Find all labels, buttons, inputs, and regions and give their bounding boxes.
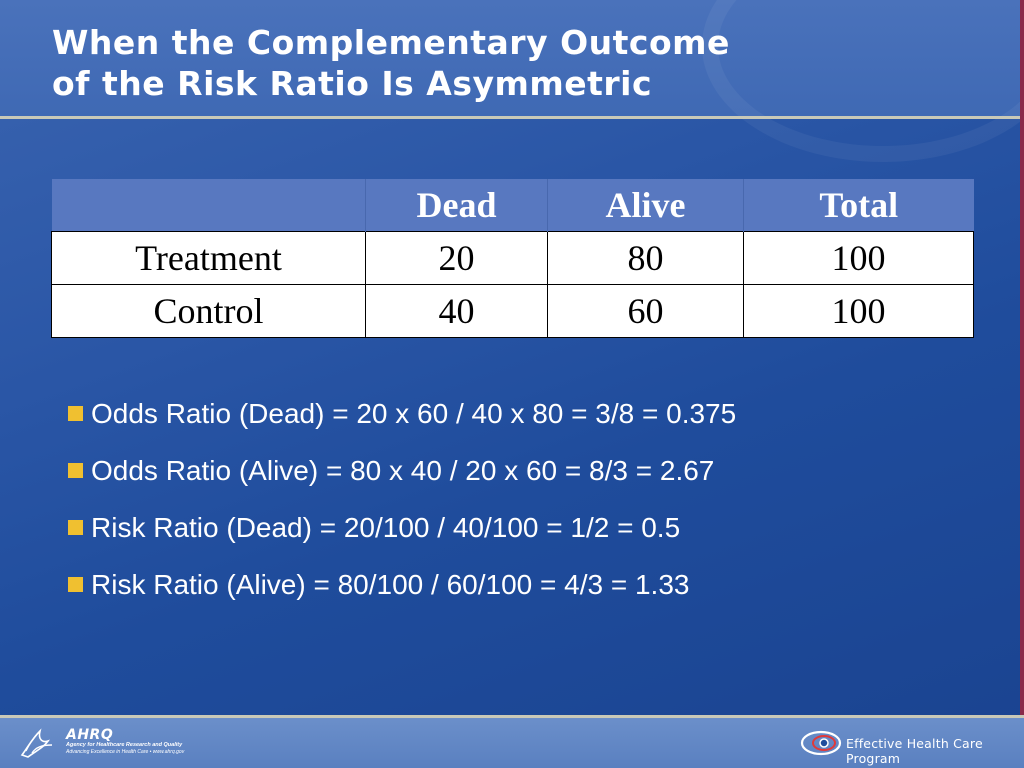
outcome-table: Dead Alive Total Treatment 20 80 100 Con… bbox=[51, 179, 974, 338]
hhs-eagle-icon bbox=[20, 728, 53, 758]
bullet-square-icon bbox=[68, 520, 83, 535]
cell-dead: 40 bbox=[365, 284, 548, 338]
ehc-program-name: Effective Health Care Program bbox=[846, 736, 983, 766]
cell-total: 100 bbox=[743, 231, 974, 285]
list-item: Risk Ratio (Dead) = 20/100 / 40/100 = 1/… bbox=[68, 499, 736, 556]
bullet-text: Odds Ratio (Dead) = 20 x 60 / 40 x 80 = … bbox=[91, 397, 737, 429]
table-header-row: Dead Alive Total bbox=[51, 179, 974, 232]
cell-alive: 60 bbox=[547, 284, 744, 338]
slide-title: When the Complementary Outcome of the Ri… bbox=[52, 22, 730, 104]
bullet-square-icon bbox=[68, 577, 83, 592]
header-cell-alive: Alive bbox=[547, 179, 744, 232]
ahrq-agency-name: Agency for Healthcare Research and Quali… bbox=[66, 742, 183, 748]
table-row: Treatment 20 80 100 bbox=[51, 231, 974, 285]
bullet-text: Risk Ratio (Dead) = 20/100 / 40/100 = 1/… bbox=[91, 511, 681, 543]
ahrq-tagline: Advancing Excellence in Health Care • ww… bbox=[66, 749, 185, 755]
bullet-text: Risk Ratio (Alive) = 80/100 / 60/100 = 4… bbox=[91, 568, 690, 600]
footer-divider bbox=[0, 715, 1024, 718]
list-item: Risk Ratio (Alive) = 80/100 / 60/100 = 4… bbox=[68, 556, 736, 613]
cell-total: 100 bbox=[743, 284, 974, 338]
table-row: Control 40 60 100 bbox=[51, 284, 974, 338]
header-cell-blank bbox=[51, 179, 366, 232]
header-cell-dead: Dead bbox=[365, 179, 548, 232]
cell-alive: 80 bbox=[547, 231, 744, 285]
list-item: Odds Ratio (Alive) = 80 x 40 / 20 x 60 =… bbox=[68, 442, 736, 499]
slide-title-line-1: When the Complementary Outcome bbox=[52, 23, 730, 62]
cell-dead: 20 bbox=[365, 231, 548, 285]
header-divider bbox=[0, 116, 1024, 119]
right-edge-accent bbox=[1020, 0, 1024, 768]
slide-title-line-2: of the Risk Ratio Is Asymmetric bbox=[52, 64, 653, 103]
ahrq-logo: AHRQ Agency for Healthcare Research and … bbox=[66, 728, 184, 756]
ehc-swirl-icon bbox=[800, 730, 842, 756]
ahrq-wordmark: AHRQ bbox=[66, 727, 114, 743]
row-label: Control bbox=[51, 284, 366, 338]
bullet-list: Odds Ratio (Dead) = 20 x 60 / 40 x 80 = … bbox=[68, 385, 736, 613]
bullet-square-icon bbox=[68, 406, 83, 421]
list-item: Odds Ratio (Dead) = 20 x 60 / 40 x 80 = … bbox=[68, 385, 736, 442]
header-cell-total: Total bbox=[743, 179, 974, 232]
bullet-text: Odds Ratio (Alive) = 80 x 40 / 20 x 60 =… bbox=[91, 454, 715, 486]
row-label: Treatment bbox=[51, 231, 366, 285]
header-decoration bbox=[702, 0, 1024, 162]
bullet-square-icon bbox=[68, 463, 83, 478]
footer-band bbox=[0, 718, 1024, 768]
